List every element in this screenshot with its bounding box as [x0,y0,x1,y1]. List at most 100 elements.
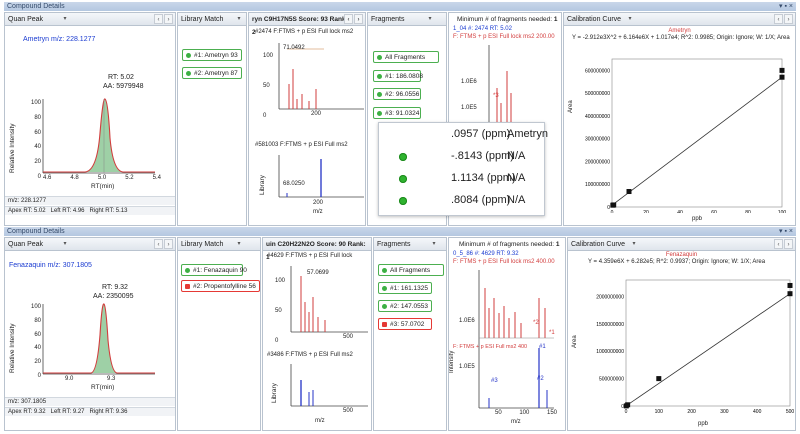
rt-status: Apex RT: 9.32 Left RT: 9.27 Right RT: 9.… [5,407,175,416]
spectrum-yticks: 100 50 0 [263,53,274,119]
fragment-2[interactable]: #2: 147.0553 [378,300,432,312]
quan-peak-header: Quan Peak ▾ ‹ › [5,238,175,251]
status-icon [399,197,407,205]
peak-label: 57.0699 [307,270,329,276]
fragments-tab[interactable]: Fragments [371,16,405,23]
calibration-ylabel: Area [568,100,574,113]
plot-frame [611,58,783,208]
next-button[interactable]: › [784,14,793,24]
chevron-down-icon[interactable]: ▾ [428,16,432,22]
prev-button[interactable]: ‹ [154,239,163,249]
popup-row-1[interactable]: -.8143 (ppm) N/A [379,146,544,167]
chevron-down-icon[interactable]: ▾ [632,241,636,247]
library-match-panel: Library Match ▾ #1: Ametryn 93 #2: Ametr… [177,12,247,226]
spectrum-panel-2: uin C20H22N2O Score: 90 Rank: 1 #4629 F:… [262,237,372,431]
fragment-spectrum [478,270,554,409]
next-button[interactable]: › [354,14,363,24]
fragments-header: Fragments ▾ [368,13,446,26]
popup-row-2[interactable]: 1.1134 (ppm) N/A [379,168,544,189]
pin-icon[interactable]: ▾ ▪ × [779,3,793,10]
scan-info: 1_04 #: 2474 RT: 5.02 [453,26,512,32]
library-spectrum [290,364,368,407]
compound-details-title: Compound Details [7,228,65,235]
calibration-xlabel: ppb [698,421,709,427]
x-axis-label: RT(min) [91,384,115,391]
x-tick-label: 0 [611,210,614,213]
y-tick-label: 1500000000 [596,322,624,328]
library-match-tab[interactable]: Library Match [181,241,224,248]
x-tick-label: 20 [643,210,649,213]
next-button[interactable]: › [164,14,173,24]
fragment-3[interactable]: #3: 57.0702 [378,318,432,330]
ytick: 1.0E6 [461,79,477,85]
mz-status: m/z: 228.1277 [5,196,175,205]
chevron-down-icon[interactable]: ▾ [63,16,67,22]
data-point [611,202,617,208]
x-tick-label: 200 [687,409,696,415]
spectrum-scan-line: #2474 F:FTMS + p ESI Full lock ms2 [255,29,354,35]
popup-row-0[interactable]: .0957 (ppm) Ametryn [451,128,548,140]
fragment-xticks: 50 100 150 [495,410,557,416]
next-button[interactable]: › [164,239,173,249]
y-ticks: 100 80 60 40 20 0 [30,100,41,180]
library-hit-2[interactable]: #2: Ametryn 87 [182,67,242,79]
data-point [626,189,632,195]
fragment-all[interactable]: All Fragments [378,264,444,276]
popup-row-3[interactable]: .8084 (ppm) N/A [379,190,544,211]
fragment-chart-panel-2: Minimum # of fragments needed: 1 0_5_86 … [448,237,566,431]
rt-label: RT: 9.32 [102,284,128,291]
library-hit-1[interactable]: #1: Ametryn 93 [182,49,242,61]
mz-axis-label: m/z [315,418,325,424]
fragment-1[interactable]: #1: 186.0808 [373,70,423,82]
fragment-1[interactable]: #1: 161.1325 [378,282,432,294]
y-tick-label: 100000000 [585,182,610,188]
x-tick-label: 100 [655,409,664,415]
fragment-popup: .0957 (ppm) Ametryn -.8143 (ppm) N/A 1.113… [378,122,548,216]
chevron-down-icon[interactable]: ▾ [63,241,67,247]
library-hit-1[interactable]: #1: Fenazaquin 90 [181,264,247,276]
chevron-down-icon[interactable]: ▾ [237,241,241,247]
mz-axis-label: m/z [313,209,323,215]
fit-line [625,293,791,407]
quan-peak-tab[interactable]: Quan Peak [8,241,44,248]
y-tick-label: 500000000 [585,91,610,97]
fragment-3[interactable]: #3: 91.0324 [373,107,421,119]
calibration-tab[interactable]: Calibration Curve [567,16,622,23]
prev-button[interactable]: ‹ [774,14,783,24]
x-tick-label: 400 [753,409,762,415]
next-button[interactable]: › [784,239,793,249]
library-hit-2[interactable]: #2: Propentofylline 56 [181,280,260,292]
peak-label: 71.0492 [283,45,305,51]
quan-peak-tab[interactable]: Quan Peak [8,16,44,23]
library-xtick: 500 [343,408,354,414]
y-tick-label: 2000000000 [596,294,624,300]
scan-filter: F: FTMS + p ESI Full lock ms2 400.00 [453,259,555,265]
fragment-annotation: #1 [539,344,546,350]
y-axis-label: Relative Intensity [9,123,16,174]
calibration-tab[interactable]: Calibration Curve [571,241,626,248]
library-match-header: Library Match ▾ [178,238,260,251]
library-axis-label: Library [259,175,266,195]
scan-filter: F: FTMS + p ESI Full lock ms2 200.00 [453,34,555,40]
chevron-down-icon[interactable]: ▾ [628,16,632,22]
fragment-all[interactable]: All Fragments [373,51,439,63]
fragments-tab[interactable]: Fragments [377,241,411,248]
pin-icon[interactable]: ▾ ▪ × [779,228,793,235]
y-tick-label: 200000000 [585,159,610,165]
x-tick-label: 60 [711,210,717,213]
measured-spectrum [278,43,364,110]
y-tick-label: 600000000 [585,68,610,74]
quan-peak-panel: Quan Peak ▾ ‹ › Ametryn m/z: 228.1277 RT… [4,12,176,226]
fragment-2[interactable]: #2: 96.0556 [373,88,421,100]
library-match-panel-2: Library Match ▾ #1: Fenazaquin 90 #2: Pr… [177,237,261,431]
prev-button[interactable]: ‹ [774,239,783,249]
chevron-down-icon[interactable]: ▾ [237,16,241,22]
fragment-annotation: #3 [491,378,498,384]
quan-peak-chart [42,303,155,375]
prev-button[interactable]: ‹ [344,14,353,24]
prev-button[interactable]: ‹ [154,14,163,24]
chevron-down-icon[interactable]: ▾ [432,241,436,247]
y-tick-label: 300000000 [585,137,610,143]
library-match-tab[interactable]: Library Match [181,16,224,23]
y-tick-label: 0 [607,205,610,211]
